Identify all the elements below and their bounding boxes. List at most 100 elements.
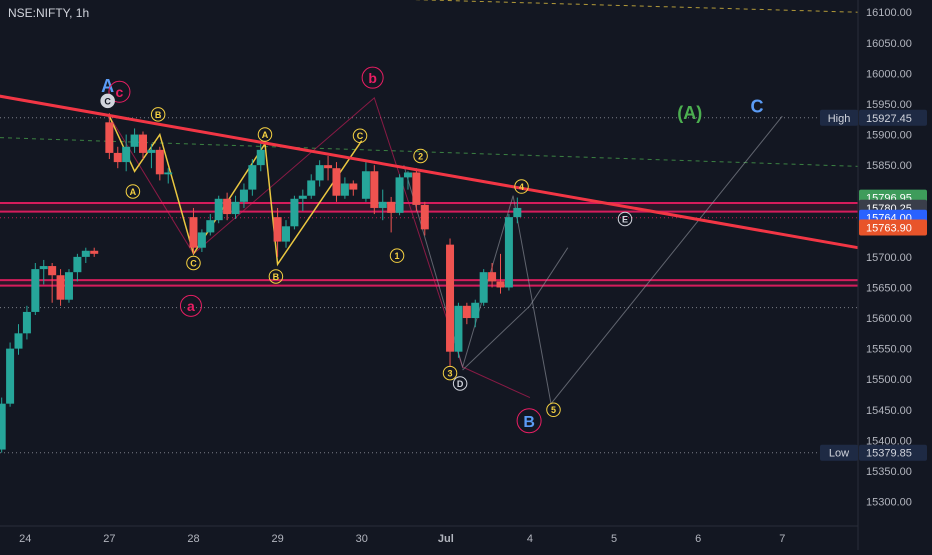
candle-body[interactable]: [420, 204, 429, 230]
wave-label-circle: [389, 248, 405, 263]
candle-body[interactable]: [164, 172, 173, 175]
time-tick-label: 29: [271, 533, 283, 545]
candle-body[interactable]: [496, 281, 505, 288]
candle-body[interactable]: [387, 201, 396, 213]
main-trendline[interactable]: [0, 92, 859, 250]
candle-body[interactable]: [73, 256, 82, 273]
candle-body[interactable]: [324, 165, 333, 169]
candle-body[interactable]: [130, 134, 139, 147]
symbol-title: NSE:NIFTY, 1h: [8, 6, 90, 20]
candle-body[interactable]: [113, 152, 122, 163]
time-tick-label: 24: [19, 533, 31, 545]
candle-body[interactable]: [214, 198, 223, 221]
time-tick-label: 6: [695, 533, 701, 545]
candle-body[interactable]: [189, 217, 198, 248]
candle-body[interactable]: [462, 305, 471, 319]
price-tag-box[interactable]: [859, 109, 927, 126]
price-tag-box[interactable]: [859, 219, 927, 236]
candle-body[interactable]: [479, 272, 488, 303]
candle-body[interactable]: [349, 183, 358, 190]
candle-body[interactable]: [361, 171, 370, 199]
candle-body[interactable]: [412, 172, 421, 205]
dashed-trend-line[interactable]: [0, 137, 859, 167]
candle-body[interactable]: [370, 171, 379, 208]
price-tick-label: 15650.00: [866, 282, 912, 294]
time-tick-label: 27: [103, 533, 115, 545]
candle-body[interactable]: [315, 165, 324, 181]
price-tick-label: 15400.00: [866, 435, 912, 447]
candle-body[interactable]: [206, 220, 215, 233]
candle-body[interactable]: [0, 403, 6, 450]
candle-body[interactable]: [155, 149, 164, 175]
zone-band: [0, 280, 858, 286]
candle-body[interactable]: [122, 146, 131, 163]
candle-body[interactable]: [513, 207, 522, 218]
candle-body[interactable]: [31, 269, 40, 312]
candle-body[interactable]: [488, 272, 497, 282]
candle-body[interactable]: [290, 198, 299, 227]
candle-body[interactable]: [64, 272, 73, 300]
candle-body[interactable]: [340, 183, 349, 196]
candle-body[interactable]: [56, 275, 65, 300]
candle-body[interactable]: [48, 266, 57, 276]
wave-label: E: [622, 214, 628, 224]
candle-body[interactable]: [231, 201, 240, 215]
price-tick-label: 15700.00: [866, 252, 912, 264]
candle-body[interactable]: [81, 250, 90, 257]
candle-body[interactable]: [471, 302, 480, 319]
candle-body[interactable]: [273, 217, 282, 242]
candle-body[interactable]: [197, 232, 206, 248]
price-tick-label: 15450.00: [866, 405, 912, 417]
candle-body[interactable]: [504, 217, 513, 288]
time-tick-label: 28: [187, 533, 199, 545]
candle-body[interactable]: [223, 198, 232, 215]
candle-body[interactable]: [14, 333, 23, 349]
price-axis[interactable]: 15300.00 15350.00 15400.00 15450.00 15500.00…: [866, 7, 912, 508]
wave-label-circle: [516, 408, 542, 434]
price-tick-label: 16100.00: [866, 7, 912, 19]
candle-body[interactable]: [446, 244, 455, 352]
candle-body[interactable]: [90, 250, 99, 254]
time-tick-label: Jul: [438, 533, 454, 545]
time-axis[interactable]: 24 27 28 29 30 Jul 4 5 6 7: [19, 533, 785, 545]
wave-label-circle: [125, 184, 141, 199]
wave-label-circle: [108, 80, 131, 103]
candle-body[interactable]: [378, 201, 387, 208]
wave-label-circle: [442, 365, 458, 381]
candle-body[interactable]: [395, 177, 404, 213]
wave-label-circle: [186, 255, 201, 271]
candle-body[interactable]: [282, 226, 290, 242]
candle-body[interactable]: [239, 189, 248, 202]
dashed-trend-line[interactable]: [0, 0, 859, 13]
candle-body[interactable]: [39, 266, 48, 270]
candle-body[interactable]: [332, 168, 341, 196]
wave-label: C: [751, 97, 764, 117]
candle-body[interactable]: [256, 149, 265, 166]
candle-body[interactable]: [298, 195, 307, 199]
price-tick-label: 16050.00: [866, 38, 912, 50]
candle-body[interactable]: [248, 165, 257, 190]
candle-body[interactable]: [6, 348, 15, 404]
candle-body[interactable]: [105, 122, 114, 153]
candle-body[interactable]: [22, 311, 31, 334]
projection-line[interactable]: [403, 115, 783, 405]
price-tag-box[interactable]: [859, 444, 927, 461]
wave-label: B: [523, 414, 535, 431]
wave-label: A: [130, 187, 137, 197]
price-tag-value: 15763.90: [866, 223, 912, 235]
price-tick-label: 15300.00: [866, 497, 912, 509]
candle-body[interactable]: [139, 134, 147, 153]
wave-label-circle: [352, 128, 368, 144]
price-tick-label: 15900.00: [866, 130, 912, 142]
pink-wave-line[interactable]: [108, 97, 531, 399]
time-tick-label: 5: [611, 533, 617, 545]
wave-label: 2: [418, 151, 423, 161]
candle-body[interactable]: [147, 149, 156, 153]
candle-body[interactable]: [307, 180, 316, 196]
wave-label: b: [368, 70, 377, 86]
projection-line[interactable]: [462, 247, 569, 371]
candle-body[interactable]: [454, 305, 463, 352]
candle-body[interactable]: [403, 172, 412, 178]
